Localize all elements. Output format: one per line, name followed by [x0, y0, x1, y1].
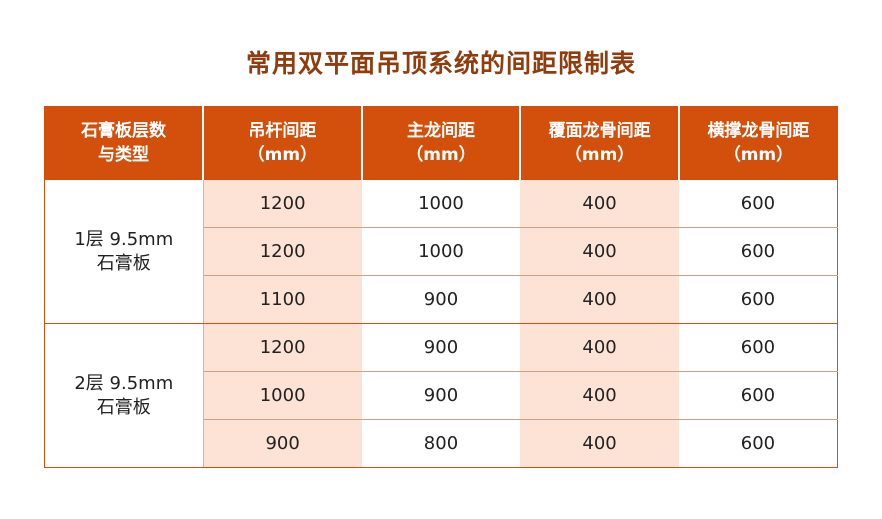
value-cell: 900 [361, 323, 521, 372]
value-cell: 1000 [361, 180, 521, 228]
header-line: 吊杆间距 [248, 121, 317, 141]
value-cell: 900 [203, 419, 362, 468]
table-body: 1层 9.5mm 石膏板 1200 1000 400 600 1200 1000 400 600 1… [44, 180, 838, 468]
value-cell: 600 [678, 371, 838, 420]
table-row: 1200 1000 400 600 [45, 227, 838, 276]
header-line: （mm） [564, 145, 635, 165]
header-line: 与类型 [98, 145, 150, 165]
header-line: 覆面龙骨间距 [548, 121, 651, 141]
column-header: 横撑龙骨间距 （mm） [677, 106, 838, 180]
header-line: 主龙间距 [406, 121, 475, 141]
table-row: 2层 9.5mm 石膏板 1200 900 400 600 [44, 323, 838, 468]
value-cell: 600 [678, 227, 838, 276]
type-line: 1层 9.5mm [74, 228, 174, 250]
value-cell: 900 [361, 275, 521, 324]
value-cell: 400 [520, 180, 679, 228]
type-line: 石膏板 [96, 252, 151, 274]
column-header: 主龙间距 （mm） [360, 106, 521, 180]
type-line: 石膏板 [96, 396, 151, 418]
value-cell: 1000 [203, 371, 362, 420]
table-row: 1层 9.5mm 石膏板 1200 1000 400 600 [44, 180, 838, 324]
table-row: 1000 900 400 600 [45, 371, 838, 420]
header-line: （mm） [406, 145, 476, 165]
value-cell: 400 [520, 275, 679, 324]
board-type-cell: 2层 9.5mm 石膏板 [44, 323, 204, 468]
spacing-table: 石膏板层数 与类型 吊杆间距 （mm） 主龙间距 （mm） 覆面龙骨间距 （mm） 横撑龙骨间距… [44, 106, 838, 468]
board-type-cell: 1层 9.5mm 石膏板 [44, 180, 204, 324]
value-cell: 1100 [203, 275, 362, 324]
value-cell: 1200 [203, 227, 362, 276]
value-cell: 600 [678, 323, 838, 372]
column-header: 吊杆间距 （mm） [202, 106, 362, 180]
value-cell: 400 [520, 323, 679, 372]
header-line: 石膏板层数 [81, 121, 167, 141]
header-line: （mm） [723, 145, 794, 165]
column-header: 覆面龙骨间距 （mm） [519, 106, 679, 180]
value-cell: 600 [678, 180, 838, 228]
value-cell: 1000 [361, 227, 521, 276]
value-cell: 400 [520, 371, 679, 420]
page-title: 常用双平面吊顶系统的间距限制表 [245, 49, 636, 78]
value-cell: 600 [678, 419, 838, 468]
table-row: 900 800 400 600 [45, 419, 838, 468]
header-line: （mm） [247, 145, 318, 165]
value-cell: 800 [361, 419, 521, 468]
header-row: 石膏板层数 与类型 吊杆间距 （mm） 主龙间距 （mm） 覆面龙骨间距 （mm） 横撑龙骨间距… [44, 106, 838, 180]
table-row: 1100 900 400 600 [45, 275, 838, 324]
value-cell: 900 [361, 371, 521, 420]
value-cell: 400 [520, 227, 679, 276]
header-line: 横撑龙骨间距 [707, 121, 810, 141]
column-header: 石膏板层数 与类型 [44, 106, 204, 180]
value-cell: 600 [678, 275, 838, 324]
value-cell: 400 [520, 419, 679, 468]
value-cell: 1200 [203, 180, 362, 228]
value-cell: 1200 [203, 323, 362, 372]
type-line: 2层 9.5mm [74, 372, 174, 394]
